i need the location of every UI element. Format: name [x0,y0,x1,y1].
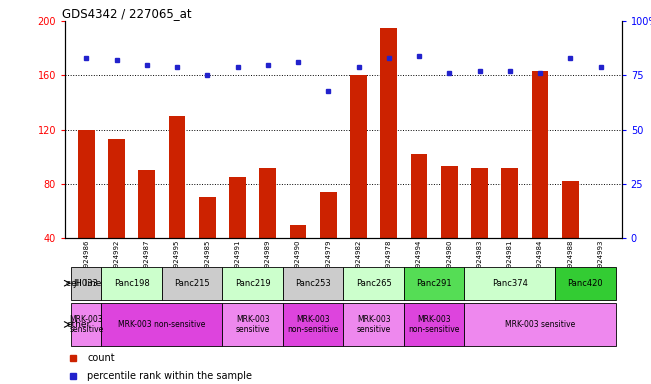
Bar [283,267,344,300]
Bar [555,267,616,300]
Text: Panc215: Panc215 [174,279,210,288]
Text: Panc198: Panc198 [114,279,150,288]
Bar [471,167,488,292]
Text: Panc253: Panc253 [296,279,331,288]
Text: MRK-003
sensitive: MRK-003 sensitive [236,315,270,334]
Text: MRK-003
sensitive: MRK-003 sensitive [357,315,391,334]
Bar [78,130,94,292]
Bar [501,167,518,292]
Bar [169,116,186,292]
Bar [102,303,223,346]
Bar [229,177,246,292]
Text: Panc374: Panc374 [492,279,528,288]
Bar [404,267,464,300]
Text: other: other [66,320,90,329]
Bar [283,303,344,346]
Text: MRK-003
sensitive: MRK-003 sensitive [69,315,104,334]
Bar [380,28,397,292]
Text: MRK-003
non-sensitive: MRK-003 non-sensitive [408,315,460,334]
Bar [464,267,555,300]
Bar [404,303,464,346]
Bar [562,181,579,292]
Bar [260,167,276,292]
Bar [223,303,283,346]
Text: percentile rank within the sample: percentile rank within the sample [87,371,253,381]
Text: Panc420: Panc420 [568,279,603,288]
Bar [344,267,404,300]
Text: MRK-003 sensitive: MRK-003 sensitive [505,320,575,329]
Bar [108,139,125,292]
Text: cell line: cell line [66,279,102,288]
Text: Panc291: Panc291 [417,279,452,288]
Bar [139,170,155,292]
Bar [344,303,404,346]
Text: count: count [87,353,115,363]
Text: GDS4342 / 227065_at: GDS4342 / 227065_at [62,7,192,20]
Bar [320,192,337,292]
Text: Panc219: Panc219 [235,279,270,288]
Bar [464,303,616,346]
Bar [223,267,283,300]
Text: Panc265: Panc265 [356,279,391,288]
Text: MRK-003
non-sensitive: MRK-003 non-sensitive [288,315,339,334]
Text: MRK-003 non-sensitive: MRK-003 non-sensitive [118,320,206,329]
Text: JH033: JH033 [74,279,99,288]
Bar [411,154,427,292]
Bar [350,75,367,292]
Bar [199,197,215,292]
Bar [532,71,548,292]
Bar [102,267,162,300]
Bar [290,225,307,292]
Bar [441,166,458,292]
Bar [71,267,102,300]
Bar [71,303,102,346]
Bar [162,267,223,300]
